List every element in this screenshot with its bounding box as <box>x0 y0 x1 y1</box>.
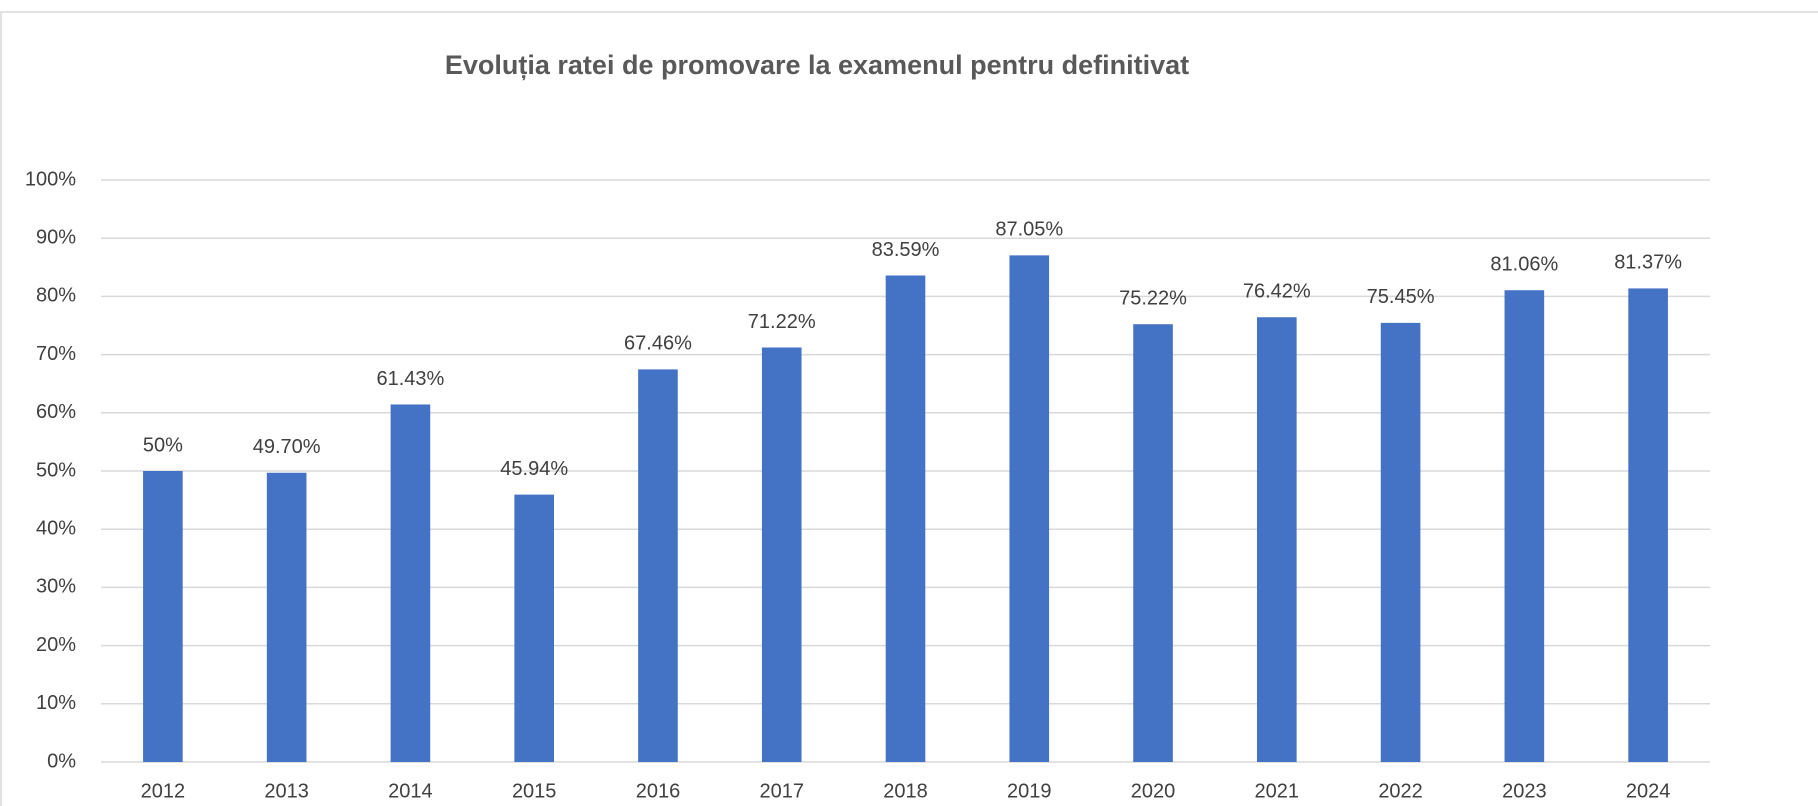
bar <box>266 472 307 762</box>
x-tick-label: 2018 <box>883 780 928 802</box>
data-label: 71.22% <box>748 311 816 333</box>
bar <box>1504 290 1545 762</box>
data-label: 50% <box>143 434 183 456</box>
y-tick-label: 80% <box>36 285 76 307</box>
x-tick-label: 2024 <box>1626 780 1671 802</box>
bar <box>638 369 678 762</box>
bar <box>1009 255 1050 762</box>
chart-title: Evoluția ratei de promovare la examenul … <box>445 50 1189 80</box>
x-tick-label: 2020 <box>1131 780 1176 802</box>
y-tick-label: 60% <box>36 401 76 423</box>
x-tick-label: 2013 <box>264 780 309 802</box>
bar <box>1133 324 1173 762</box>
y-tick-label: 50% <box>36 459 76 481</box>
bar <box>514 494 554 762</box>
bar <box>390 404 431 762</box>
x-tick-label: 2015 <box>512 780 557 802</box>
x-tick-label: 2023 <box>1502 780 1547 802</box>
bar <box>1628 288 1668 762</box>
bar <box>143 471 183 762</box>
y-tick-label: 30% <box>36 576 76 598</box>
x-tick-label: 2021 <box>1255 780 1300 802</box>
data-label: 49.70% <box>253 436 321 458</box>
y-tick-label: 90% <box>36 226 76 248</box>
data-label: 45.94% <box>500 458 568 480</box>
x-tick-label: 2019 <box>1007 780 1052 802</box>
data-label: 67.46% <box>624 333 692 355</box>
x-tick-label: 2017 <box>759 780 804 802</box>
y-tick-label: 10% <box>36 692 76 714</box>
data-label: 75.22% <box>1119 288 1187 310</box>
data-label: 76.42% <box>1243 281 1311 303</box>
data-label: 75.45% <box>1367 286 1435 308</box>
y-tick-label: 40% <box>36 517 76 539</box>
y-tick-label: 100% <box>25 168 76 190</box>
bar <box>1380 322 1421 762</box>
data-label: 81.37% <box>1614 252 1682 274</box>
x-tick-label: 2016 <box>636 780 681 802</box>
x-tick-label: 2012 <box>141 780 186 802</box>
data-label: 81.06% <box>1490 254 1558 276</box>
x-tick-label: 2022 <box>1378 780 1423 802</box>
bar <box>1257 317 1297 762</box>
bar <box>885 275 926 762</box>
data-label: 87.05% <box>995 219 1063 241</box>
y-tick-label: 70% <box>36 343 76 365</box>
data-label: 61.43% <box>377 368 445 390</box>
y-tick-label: 20% <box>36 634 76 656</box>
x-tick-label: 2014 <box>388 780 433 802</box>
data-label: 83.59% <box>872 239 940 261</box>
y-tick-label: 0% <box>47 750 76 772</box>
bar <box>761 347 802 762</box>
